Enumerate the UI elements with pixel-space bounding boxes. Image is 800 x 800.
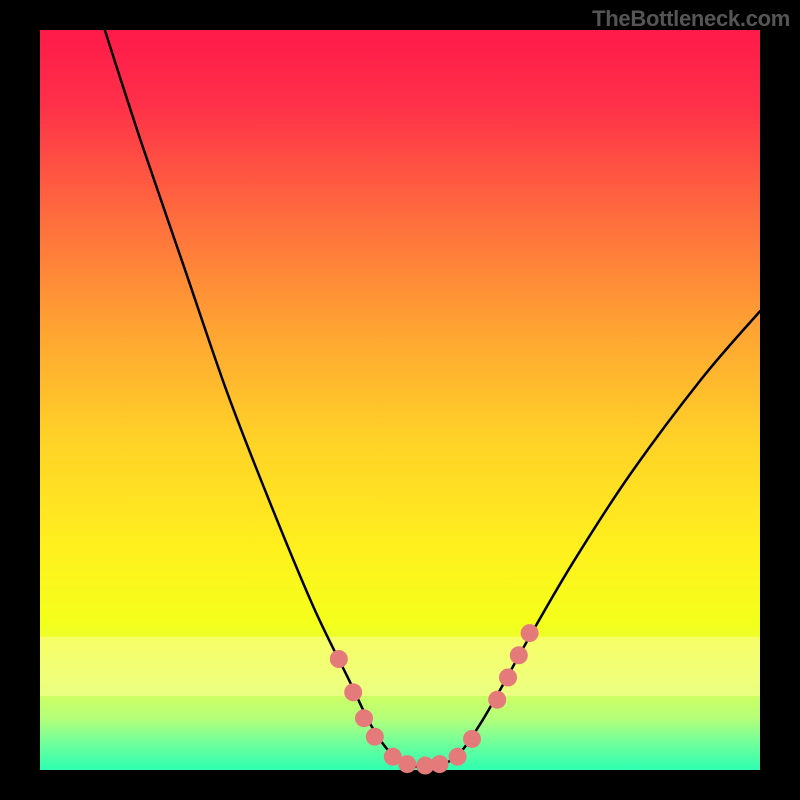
data-marker: [366, 728, 384, 746]
data-marker: [499, 669, 517, 687]
data-marker: [510, 646, 528, 664]
data-marker: [449, 748, 467, 766]
watermark-text: TheBottleneck.com: [592, 6, 790, 32]
chart-container: { "chart": { "type": "line", "watermark"…: [0, 0, 800, 800]
data-marker: [521, 624, 539, 642]
data-marker: [398, 755, 416, 773]
data-marker: [344, 683, 362, 701]
bottleneck-curve-chart: [0, 0, 800, 800]
data-marker: [355, 709, 373, 727]
data-marker: [431, 755, 449, 773]
data-marker: [488, 691, 506, 709]
data-marker: [330, 650, 348, 668]
highlight-band: [40, 637, 760, 696]
data-marker: [463, 730, 481, 748]
